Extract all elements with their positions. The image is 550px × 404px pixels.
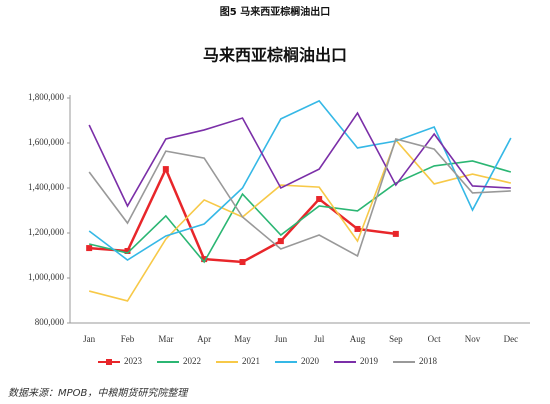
legend-label: 2019 (360, 356, 379, 366)
y-tick-label: 1,000,000 (28, 272, 65, 282)
x-tick-label: May (234, 334, 251, 344)
point-marker (162, 166, 169, 173)
series-line (88, 137, 511, 258)
x-tick-label: Apr (197, 334, 211, 344)
x-tick-label: Mar (158, 334, 173, 344)
point-marker (239, 259, 246, 266)
y-tick-label: 800,000 (35, 317, 65, 327)
y-tick-label: 1,600,000 (28, 137, 65, 147)
source-note: 数据来源：MPOB，中粮期货研究院整理 (8, 387, 189, 399)
series-line (88, 111, 511, 208)
point-marker (316, 196, 323, 203)
x-tick-label: Jul (314, 334, 325, 344)
point-marker (201, 256, 208, 263)
x-tick-label: Jun (275, 334, 288, 344)
point-marker (392, 230, 399, 237)
x-tick-label: Dec (504, 334, 519, 344)
y-tick-label: 1,200,000 (28, 227, 65, 237)
point-marker (354, 225, 361, 232)
y-tick-label: 1,400,000 (28, 182, 65, 192)
series-line (88, 160, 512, 264)
legend-label: 2022 (183, 356, 201, 366)
legend-label: 2021 (242, 356, 260, 366)
point-marker (124, 248, 131, 254)
point-marker (277, 238, 284, 245)
x-tick-label: Aug (350, 334, 366, 344)
legend-marker (106, 359, 112, 365)
series-line (88, 99, 512, 261)
x-tick-label: Feb (121, 334, 135, 344)
chart-title: 马来西亚棕榈油出口 (203, 46, 347, 65)
x-tick-label: Nov (465, 334, 481, 344)
x-tick-label: Jan (83, 334, 95, 344)
point-marker (86, 245, 93, 252)
legend-label: 2020 (301, 356, 320, 366)
x-tick-label: Oct (428, 334, 441, 344)
legend-label: 2023 (124, 356, 143, 366)
legend-label: 2018 (419, 356, 438, 366)
y-tick-label: 1,800,000 (28, 92, 65, 102)
x-tick-label: Sep (389, 334, 403, 344)
caption: 图5 马来西亚棕榈油出口 (220, 5, 330, 18)
series-line (88, 138, 512, 302)
